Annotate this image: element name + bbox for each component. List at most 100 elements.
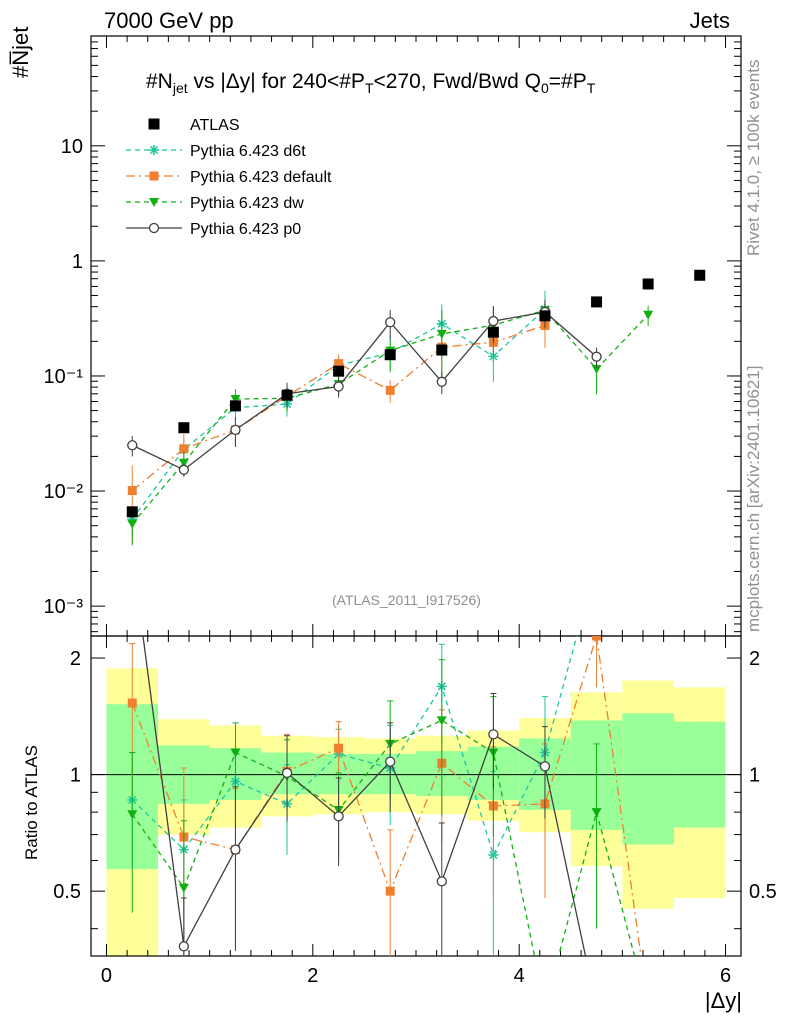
- legend: ATLAS Pythia 6.423 d6t Pythia 6.423 defaul…: [126, 117, 332, 238]
- header-category: Jets: [689, 8, 730, 33]
- ratio-y-tick-label-right: 0.5: [749, 881, 777, 903]
- atlas-point-0: [126, 506, 138, 518]
- title-part-1: jet: [172, 80, 188, 97]
- ratio-point-3-6: [436, 876, 447, 887]
- ratio-point-2-1: [178, 883, 189, 893]
- ratio-point-2-6: [436, 716, 447, 726]
- series-point-2-1: [178, 458, 189, 468]
- title-part-7: T: [586, 80, 596, 97]
- legend-marker-4: [148, 222, 160, 234]
- axes-frame: 0 2 4 6 10 1 10⁻¹ 10⁻² 10⁻³ 2 2 1 1 0.5 0.5: [44, 35, 777, 987]
- atlas-point-8: [539, 310, 551, 322]
- x-tick-label: 0: [101, 965, 112, 987]
- ratio-point-0-10: [643, 559, 653, 569]
- ratio-point-1-4: [334, 743, 344, 753]
- legend-marker-0: [148, 118, 160, 130]
- legend-label-3: Pythia 6.423 dw: [190, 195, 304, 212]
- ratio-point-3-9: [592, 1003, 601, 1012]
- rivet-version-label: Rivet 4.1.0, ≥ 100k events: [744, 59, 763, 256]
- ratio-point-3-5: [385, 756, 396, 767]
- series-line-1: [131, 324, 546, 492]
- title-part-2: vs |Δy| for 240<#P: [187, 70, 365, 93]
- ratio-point-2-2: [230, 748, 241, 758]
- header-energy: 7000 GeV pp: [104, 8, 234, 33]
- y-tick-label: 10⁻¹: [44, 366, 84, 388]
- atlas-point-7: [487, 326, 499, 338]
- atlas-point-6: [436, 344, 448, 356]
- ratio-line-0: [131, 636, 578, 857]
- series-main-3: [127, 299, 602, 477]
- analysis-id-watermark: (ATLAS_2011_I917526): [332, 592, 481, 608]
- ratio-point-3-2: [230, 844, 241, 855]
- legend-label-2: Pythia 6.423 default: [190, 169, 332, 186]
- ratio-uncertainty-bands: [106, 668, 726, 956]
- atlas-point-11: [694, 269, 706, 281]
- title-part-0: #N: [146, 70, 173, 93]
- x-tick-label: 2: [307, 965, 318, 987]
- series-point-3-4: [333, 381, 344, 392]
- series-main-0: [127, 290, 550, 536]
- atlas-point-3: [281, 389, 293, 401]
- series-point-3-9: [591, 351, 602, 362]
- ratio-point-1-9: [592, 636, 602, 641]
- ratio-point-1-0: [127, 698, 137, 708]
- ratio-point-1-10: [644, 1003, 653, 1012]
- series-point-3-5: [385, 317, 396, 328]
- ratio-point-2-0: [127, 810, 138, 820]
- ratio-line-3: [142, 636, 587, 956]
- atlas-point-5: [384, 349, 396, 361]
- series-point-2-10: [643, 310, 654, 320]
- title-part-5: 0: [541, 80, 549, 97]
- ratio-point-3-4: [333, 811, 344, 822]
- series-point-3-6: [436, 376, 447, 387]
- series-point-2-0: [127, 519, 138, 529]
- x-tick-label: 4: [514, 965, 525, 987]
- ratio-point-3-0: [128, 550, 137, 559]
- series-line-0: [131, 308, 546, 520]
- legend-marker-3: [149, 198, 159, 207]
- ratio-y-tick-label: 0.5: [53, 881, 81, 903]
- ratio-point-3-8: [539, 761, 551, 772]
- ratio-y-tick-label-right: 1: [749, 765, 760, 787]
- series-ratio-3: [128, 550, 601, 1012]
- title-part-4: <270, Fwd/Bwd Q: [373, 70, 542, 93]
- ratio-y-tick-label-right: 2: [749, 648, 760, 670]
- y-tick-label: 10⁻²: [44, 481, 84, 503]
- series-main-1: [127, 310, 550, 544]
- series-point-3-1: [178, 464, 190, 475]
- ratio-y-tick-label: 1: [70, 765, 81, 787]
- ratio-point-1-5: [385, 886, 395, 896]
- atlas-point-9: [591, 296, 603, 308]
- ratio-point-3-3: [281, 767, 293, 779]
- legend-marker-1: [149, 145, 159, 155]
- x-axis-label: |Δy|: [704, 988, 742, 1013]
- legend-marker-2: [149, 171, 159, 181]
- series-point-1-0: [127, 486, 137, 496]
- series-point-2-9: [591, 364, 602, 374]
- y-axis-label: #N̅jet: [8, 26, 33, 78]
- ratio-point-3-1: [178, 941, 190, 952]
- series-point-3-7: [488, 315, 499, 327]
- y-tick-label: 10⁻³: [44, 596, 84, 618]
- atlas-data: [126, 269, 706, 518]
- ratio-point-2-9: [591, 808, 602, 818]
- legend-label-4: Pythia 6.423 p0: [190, 221, 301, 238]
- title-part-6: =#P: [548, 70, 587, 93]
- series-point-3-2: [230, 424, 241, 436]
- x-tick-label: 6: [720, 965, 731, 987]
- ratio-point-2-10: [643, 1004, 653, 1013]
- ratio-point-3-7: [488, 729, 499, 740]
- data-series: [126, 269, 706, 1013]
- band-inner-10: [622, 713, 674, 845]
- series-point-1-4: [334, 359, 344, 369]
- series-point-1-1: [179, 444, 189, 454]
- ratio-point-2-8: [540, 1004, 550, 1013]
- main-frame: [90, 35, 742, 637]
- plot-title: #Njet vs |Δy| for 240<#PT<270, Fwd/Bwd Q…: [146, 70, 595, 96]
- series-line-3: [131, 311, 597, 471]
- ratio-point-0-9: [592, 559, 602, 569]
- title-part-3: T: [364, 80, 374, 97]
- ratio-y-tick-label: 2: [70, 648, 81, 670]
- series-point-1-5: [385, 385, 395, 395]
